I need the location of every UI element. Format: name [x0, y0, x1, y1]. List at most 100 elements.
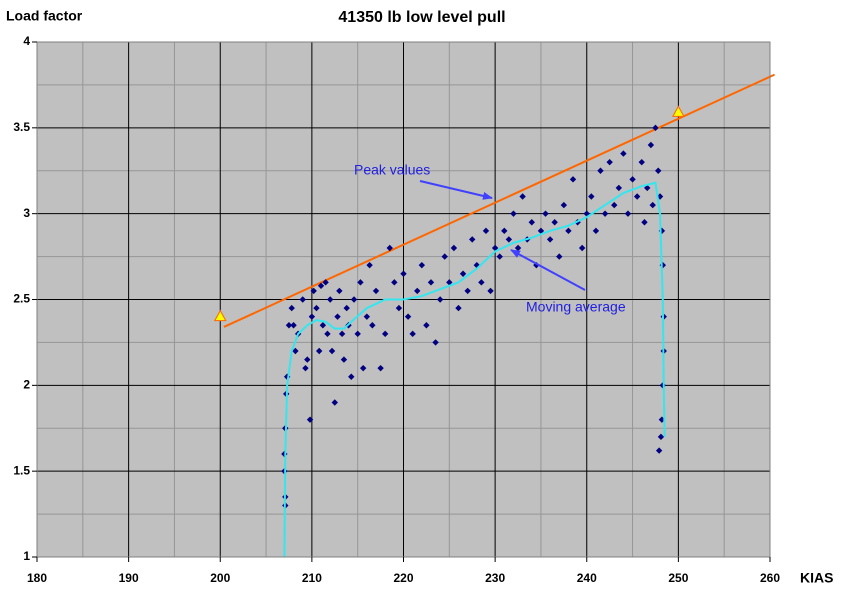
scatter-point: [334, 313, 341, 320]
scatter-point: [620, 150, 627, 157]
scatter-point: [372, 287, 380, 295]
scatter-point: [505, 236, 513, 243]
scatter-point: [501, 227, 508, 235]
scatter-point: [491, 244, 499, 252]
scatter-point: [569, 176, 577, 183]
scatter-point: [528, 219, 535, 226]
y-tick-label: 3: [23, 206, 30, 220]
scatter-point: [655, 447, 663, 454]
moving-average-line: [283, 181, 666, 558]
annotation: Peak values: [354, 162, 430, 178]
annotation: Moving average: [526, 299, 626, 315]
scatter-point: [624, 210, 632, 217]
scatter-point: [478, 279, 485, 286]
scatter-point: [343, 304, 350, 312]
scatter-point: [588, 193, 595, 200]
scatter-point: [659, 261, 666, 269]
scatter-point: [592, 227, 600, 235]
scatter-point: [331, 399, 338, 406]
y-tick-label: 2.5: [13, 292, 30, 306]
y-tick-label: 4: [23, 34, 30, 48]
scatter-point: [519, 193, 526, 200]
scatter-point: [436, 296, 444, 303]
scatter-point: [644, 184, 651, 192]
peak-marker: [672, 105, 685, 117]
scatter-point: [290, 322, 297, 329]
scatter-point: [391, 279, 398, 286]
x-tick-label: 250: [668, 571, 688, 585]
scatter-point: [302, 364, 309, 372]
scatter-point: [369, 322, 376, 329]
scatter-point: [629, 176, 636, 183]
scatter-point: [336, 287, 343, 295]
scatter-point: [348, 373, 355, 380]
scatter-point: [441, 253, 448, 260]
annotation-arrow: [510, 249, 586, 291]
scatter-point: [556, 253, 563, 260]
scatter-point: [641, 219, 648, 226]
x-tick-label: 200: [210, 571, 230, 585]
scatter-point: [565, 227, 572, 235]
scatter-point: [560, 201, 568, 209]
scatter-point: [359, 364, 367, 372]
scatter-point: [542, 210, 549, 217]
scatter-point: [546, 236, 554, 243]
scatter-point: [357, 279, 364, 286]
scatter-point: [308, 313, 316, 320]
scatter-point: [482, 227, 490, 235]
scatter-point: [578, 244, 586, 252]
scatter-point: [537, 227, 545, 235]
scatter-point: [655, 167, 662, 174]
scatter-point: [324, 330, 331, 338]
x-tick-label: 260: [760, 571, 780, 585]
scatter-point: [404, 313, 412, 320]
scatter-point: [381, 330, 389, 338]
scatter-point: [427, 279, 435, 286]
scatter-point: [299, 296, 306, 303]
y-axis-label: Load factor: [6, 8, 83, 24]
scatter-point: [317, 282, 325, 289]
scatter-point: [377, 364, 384, 372]
scatter-point: [386, 244, 393, 252]
y-tick-label: 2: [23, 378, 30, 392]
scatter-point: [310, 287, 317, 295]
scatter-point: [606, 158, 613, 166]
scatter-point: [414, 287, 421, 295]
scatter-point: [647, 141, 655, 149]
scatter-point: [446, 279, 453, 286]
scatter-point: [652, 124, 659, 132]
scatter-point: [304, 356, 311, 363]
scatter-point: [615, 184, 623, 192]
scatter-point: [464, 287, 471, 295]
scatter-point: [319, 322, 327, 329]
chart-title: 41350 lb low level pull: [338, 9, 505, 26]
scatter-point: [285, 322, 293, 329]
scatter-point: [423, 322, 430, 329]
scatter-point: [597, 167, 604, 174]
scatter-point: [649, 201, 656, 209]
y-tick-label: 3.5: [13, 120, 30, 134]
scatter-point: [313, 304, 320, 312]
scatter-point: [551, 219, 558, 226]
scatter-point: [459, 270, 467, 277]
scatter-point: [450, 244, 458, 252]
x-tick-label: 180: [27, 571, 47, 585]
scatter-point: [633, 193, 641, 200]
scatter-point: [533, 261, 540, 269]
scatter-point: [469, 236, 476, 243]
scatter-point: [354, 330, 361, 338]
x-tick-label: 190: [119, 571, 139, 585]
y-tick-label: 1.5: [13, 463, 30, 477]
x-tick-label: 210: [302, 571, 322, 585]
scatter-point: [656, 193, 664, 200]
x-tick-label: 230: [485, 571, 505, 585]
x-tick-label: 240: [577, 571, 597, 585]
scatter-point: [340, 356, 348, 363]
scatter-point: [601, 210, 609, 217]
scatter-point: [418, 261, 426, 269]
x-axis-label: KIAS: [800, 570, 833, 586]
scatter-point: [288, 304, 295, 312]
scatter-point: [611, 201, 618, 209]
scatter-point: [400, 270, 407, 277]
